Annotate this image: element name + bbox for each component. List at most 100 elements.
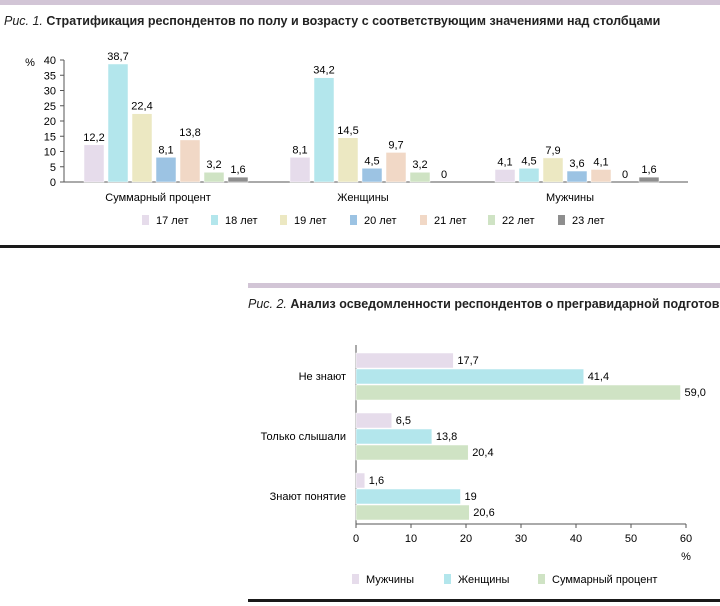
legend-label: 18 лет — [225, 215, 258, 227]
bar — [355, 384, 681, 401]
figure1-bottom-rule — [0, 245, 720, 248]
bar — [385, 152, 407, 183]
bar — [566, 170, 588, 183]
legend-swatch — [488, 215, 495, 225]
bar — [355, 368, 584, 385]
y-tick-label: 15 — [44, 131, 56, 143]
y-axis-unit: % — [25, 57, 35, 69]
bar-value-label: 4,1 — [497, 156, 512, 168]
category-label: Знают понятие — [270, 491, 346, 503]
bar — [83, 144, 105, 183]
bar-value-label: 3,2 — [412, 159, 427, 171]
y-tick-label: 10 — [44, 147, 56, 159]
bar-value-label: 59,0 — [685, 387, 706, 399]
x-tick-label: 40 — [570, 533, 582, 545]
legend-label: 19 лет — [294, 215, 327, 227]
bar-value-label: 4,5 — [364, 155, 379, 167]
bar — [131, 113, 153, 183]
bar-value-label: 9,7 — [388, 139, 403, 151]
bar-value-label: 8,1 — [158, 144, 173, 156]
bar — [355, 444, 469, 461]
bar-value-label: 38,7 — [107, 51, 128, 63]
bar — [355, 488, 461, 505]
y-tick-label: 5 — [50, 162, 56, 174]
bar-value-label: 20,4 — [472, 447, 493, 459]
figure1-title: Рис. 1. Стратификация респондентов по по… — [4, 14, 660, 28]
category-label: Женщины — [337, 192, 388, 204]
bar-value-label: 12,2 — [83, 132, 104, 144]
bar-value-label: 34,2 — [313, 65, 334, 77]
y-tick-label: 25 — [44, 101, 56, 113]
bar — [227, 176, 249, 183]
bar-value-label: 4,5 — [521, 155, 536, 167]
legend-swatch — [538, 574, 545, 584]
bar — [638, 176, 660, 183]
bar — [409, 171, 431, 183]
bar-value-label: 6,5 — [396, 415, 411, 427]
y-tick-label: 30 — [44, 86, 56, 98]
figure1-title-text: Стратификация респондентов по полу и воз… — [46, 14, 661, 28]
bar — [337, 137, 359, 183]
bar-value-label: 13,8 — [436, 431, 457, 443]
category-label: Не знают — [299, 371, 346, 383]
figure2-title-prefix: Рис. 2. — [248, 297, 287, 311]
x-tick-label: 50 — [625, 533, 637, 545]
bar — [542, 157, 564, 183]
bar-value-label: 3,2 — [206, 159, 221, 171]
legend-label: Суммарный процент — [552, 574, 657, 586]
category-label: Только слышали — [261, 431, 346, 443]
bar-value-label: 19 — [465, 491, 477, 503]
legend-swatch — [280, 215, 287, 225]
figure2-bottom-rule — [248, 599, 720, 602]
bar-value-label: 13,8 — [179, 127, 200, 139]
x-tick-label: 60 — [680, 533, 692, 545]
y-tick-label: 0 — [50, 177, 56, 189]
x-tick-label: 0 — [353, 533, 359, 545]
bar-value-label: 20,6 — [473, 507, 494, 519]
bar — [107, 63, 129, 183]
x-tick-label: 20 — [460, 533, 472, 545]
bar-value-label: 41,4 — [588, 371, 609, 383]
legend-label: 21 лет — [434, 215, 467, 227]
bar-value-label: 0 — [441, 169, 447, 181]
bar-value-label: 8,1 — [292, 144, 307, 156]
y-tick-label: 40 — [44, 55, 56, 67]
bar — [355, 352, 454, 369]
legend-label: 17 лет — [156, 215, 189, 227]
legend-label: 22 лет — [502, 215, 535, 227]
bar — [355, 412, 392, 429]
figure2-title-text: Анализ осведомленности респондентов о пр… — [290, 297, 720, 311]
bar-value-label: 0 — [622, 169, 628, 181]
bar-value-label: 1,6 — [369, 475, 384, 487]
category-label: Мужчины — [546, 192, 594, 204]
bar — [494, 169, 516, 183]
bar — [355, 428, 433, 445]
legend-label: Мужчины — [366, 574, 414, 586]
figure2-chart: 0 10 20 30 40 50 60% Не знают 17,7 41,4 59,0 Только… — [261, 345, 706, 586]
y-tick-label: 35 — [44, 70, 56, 82]
bar-value-label: 7,9 — [545, 145, 560, 157]
bar — [179, 139, 201, 183]
figure1-title-prefix: Рис. 1. — [4, 14, 43, 28]
legend-label: 23 лет — [572, 215, 605, 227]
bar — [313, 77, 335, 183]
figure1-top-band — [0, 0, 720, 5]
legend-swatch — [558, 215, 565, 225]
figure1-chart: % 0 5 10 15 20 25 30 35 40 Суммарный процент 12,2 38… — [25, 51, 688, 227]
legend-swatch — [352, 574, 359, 584]
legend-swatch — [350, 215, 357, 225]
bar-value-label: 17,7 — [457, 355, 478, 367]
legend-label: 20 лет — [364, 215, 397, 227]
bar-value-label: 3,6 — [569, 158, 584, 170]
bar — [289, 157, 311, 183]
bar-value-label: 4,1 — [593, 156, 608, 168]
x-tick-label: 30 — [515, 533, 527, 545]
x-tick-label: 10 — [405, 533, 417, 545]
bar-value-label: 1,6 — [641, 164, 656, 176]
bar — [355, 504, 470, 521]
bar-value-label: 22,4 — [131, 101, 152, 113]
bar — [155, 157, 177, 183]
figure2-title: Рис. 2. Анализ осведомленности респонден… — [248, 297, 720, 311]
y-tick-label: 20 — [44, 116, 56, 128]
legend-swatch — [211, 215, 218, 225]
